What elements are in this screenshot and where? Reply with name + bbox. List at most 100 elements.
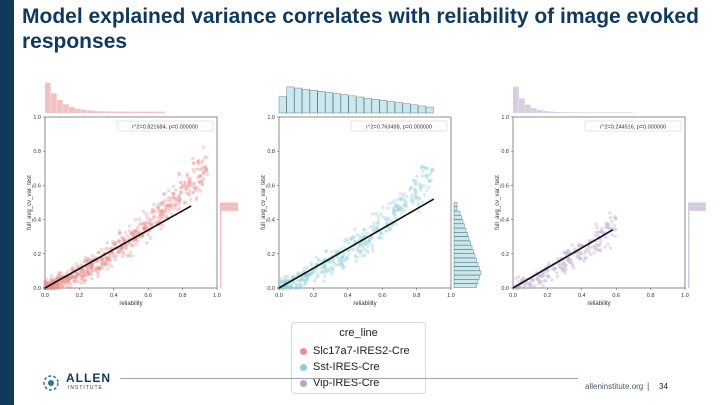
data-point	[169, 212, 174, 216]
data-point	[144, 212, 148, 216]
data-point	[114, 240, 118, 245]
data-point	[66, 276, 70, 281]
marginal-hist-bar-y	[453, 206, 458, 212]
data-point	[419, 188, 423, 192]
marginal-hist-bar-y	[453, 262, 479, 267]
data-point	[43, 282, 48, 287]
data-point	[570, 243, 574, 247]
marginal-hist-bar-x	[309, 90, 318, 114]
legend-title: cre_line	[339, 327, 378, 339]
data-point	[119, 245, 124, 250]
data-point	[326, 268, 331, 272]
data-point	[418, 185, 423, 189]
data-point	[59, 270, 64, 275]
data-point	[376, 217, 381, 222]
data-point	[89, 263, 94, 267]
data-point	[282, 277, 287, 282]
data-point	[138, 221, 143, 225]
data-point	[283, 279, 287, 284]
marginal-hist-bar-y	[688, 275, 690, 280]
data-point	[294, 286, 299, 290]
data-point	[75, 272, 79, 277]
marginal-hist-bar-x	[63, 104, 69, 113]
data-point	[201, 169, 206, 174]
marginal-hist-bar-y	[453, 210, 461, 216]
data-point	[47, 280, 52, 285]
data-point	[351, 234, 355, 239]
data-point	[390, 223, 394, 228]
data-point	[96, 271, 100, 276]
data-point	[419, 165, 424, 170]
data-point	[120, 254, 125, 259]
data-point	[582, 259, 586, 263]
data-point	[90, 262, 95, 267]
data-point	[340, 255, 345, 259]
data-point	[49, 286, 54, 290]
data-point	[56, 282, 60, 286]
marginal-hist-bar-x	[555, 111, 561, 113]
data-point	[613, 227, 618, 232]
data-point	[418, 196, 422, 201]
data-point	[180, 184, 185, 188]
data-point	[171, 195, 176, 199]
data-point	[200, 182, 205, 187]
x-tick-label: 1.0	[213, 293, 221, 299]
marginal-hist-bar-x	[105, 111, 111, 113]
data-point	[576, 242, 581, 247]
data-point	[51, 284, 56, 288]
data-point	[83, 278, 88, 283]
data-point	[420, 174, 424, 178]
marginal-hist-bar-x	[51, 93, 57, 113]
marginal-hist-bar-y	[220, 219, 222, 224]
data-point	[168, 206, 172, 211]
data-point	[133, 237, 138, 242]
data-point	[558, 265, 563, 269]
data-point	[142, 227, 147, 231]
data-point	[85, 271, 90, 275]
data-point	[202, 155, 207, 159]
data-point	[541, 274, 546, 278]
data-point	[358, 249, 363, 253]
data-point	[546, 274, 551, 279]
data-point	[149, 211, 153, 215]
data-point	[178, 192, 182, 197]
data-point	[278, 281, 282, 286]
data-point	[352, 239, 357, 244]
marginal-hist-bar-y	[688, 283, 690, 288]
data-point	[178, 206, 182, 211]
data-point	[376, 214, 380, 218]
data-point	[370, 249, 375, 253]
data-point	[613, 214, 617, 219]
data-point	[403, 204, 408, 209]
data-point	[152, 220, 157, 225]
data-point	[79, 281, 84, 285]
data-point	[120, 245, 125, 250]
data-point	[366, 250, 371, 255]
data-point	[105, 266, 110, 271]
data-point	[196, 160, 200, 165]
data-point	[427, 178, 432, 183]
data-point	[287, 285, 292, 290]
data-point	[340, 258, 345, 263]
marginal-hist-bar-x	[615, 112, 622, 113]
marginal-hist-bar-x	[549, 111, 555, 113]
data-point	[98, 267, 102, 271]
data-point	[298, 279, 303, 283]
data-point	[182, 183, 186, 187]
data-point	[111, 241, 115, 246]
data-point	[104, 260, 109, 265]
data-point	[102, 259, 107, 264]
data-point	[394, 204, 398, 208]
data-point	[579, 243, 583, 247]
data-point	[363, 234, 367, 239]
data-point	[72, 279, 77, 283]
data-point	[109, 246, 113, 250]
data-point	[96, 265, 101, 270]
data-point	[521, 286, 525, 290]
marginal-hist-bar-y	[453, 215, 462, 220]
data-point	[409, 198, 414, 203]
data-point	[393, 212, 397, 217]
data-point	[191, 190, 196, 194]
data-point	[354, 259, 358, 263]
data-point	[50, 274, 54, 278]
